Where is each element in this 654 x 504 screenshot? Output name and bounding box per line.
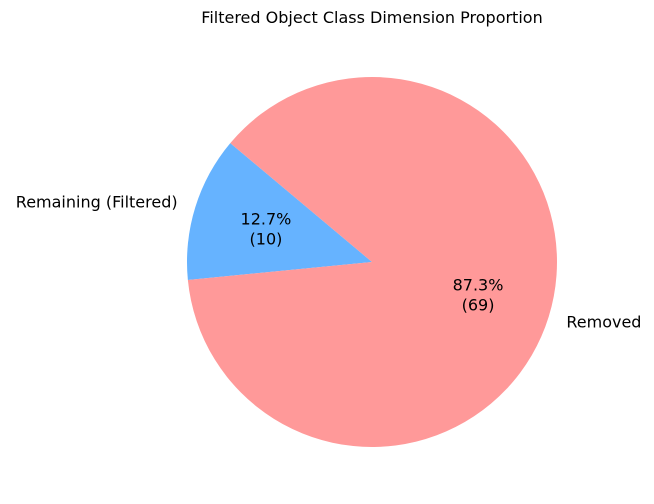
slice-count-label-removed: (69)	[462, 295, 495, 314]
pie-slices	[186, 76, 557, 447]
pie-labels: Remaining (Filtered) 12.7%(10) Removed 87.3…	[16, 192, 642, 331]
slice-count-label-remaining-filtered: (10)	[250, 230, 283, 249]
pie-slice-removed	[187, 76, 557, 447]
slice-label-remaining-filtered: Remaining (Filtered)	[16, 192, 178, 211]
slice-label-removed: Removed	[566, 313, 641, 332]
pie-slice-remaining-filtered	[186, 143, 372, 280]
slice-percent-label-removed: 87.3%	[453, 275, 504, 294]
slice-percent-label-remaining-filtered: 12.7%	[241, 210, 292, 229]
chart-title: Filtered Object Class Dimension Proporti…	[201, 8, 542, 27]
